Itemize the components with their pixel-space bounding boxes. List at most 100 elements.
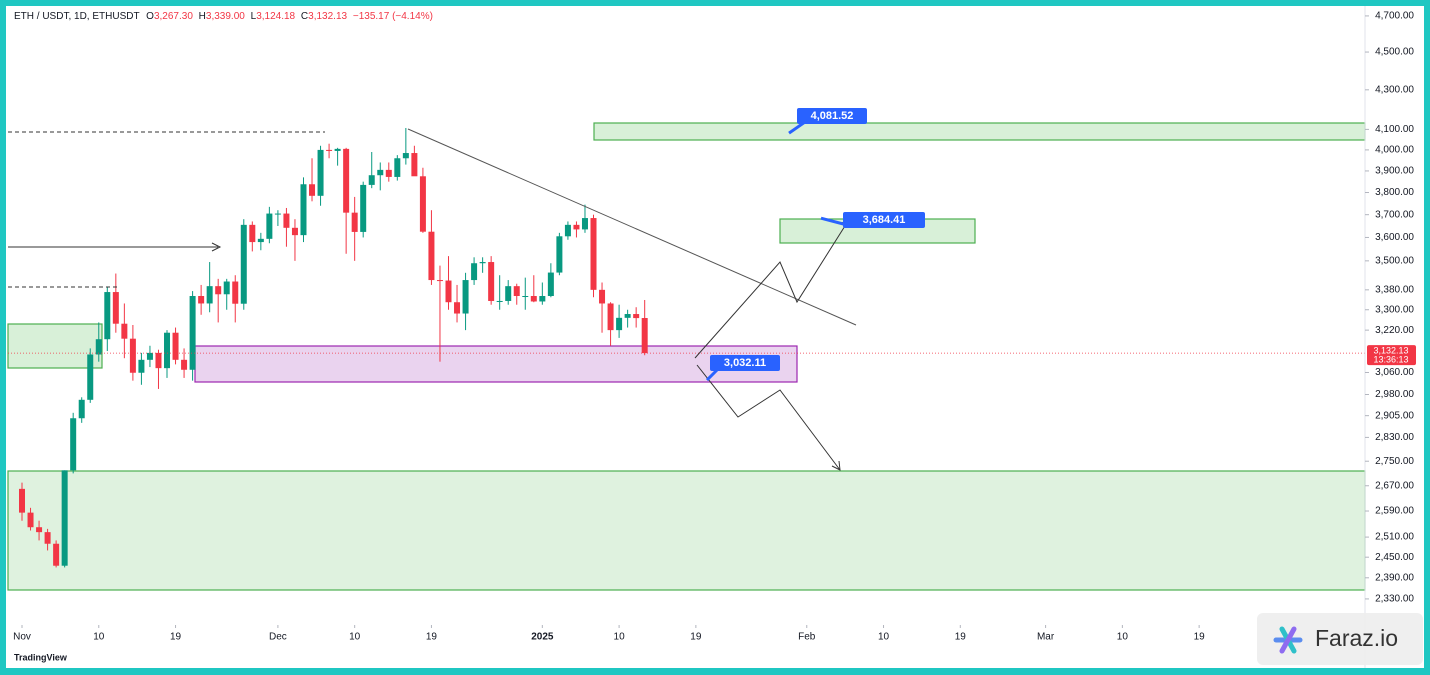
candle-body [44, 532, 51, 544]
candle-body [326, 149, 333, 151]
candle-body [95, 339, 102, 355]
candle-body [78, 399, 85, 419]
watermark-box: Faraz.io [1257, 613, 1423, 665]
y-tick-label: 2,750.00 [1375, 456, 1414, 467]
candle-body [138, 359, 145, 373]
candle-body [19, 488, 25, 513]
candle-body [249, 224, 256, 243]
candle-body [87, 354, 94, 400]
symbol: ETH / USDT, 1D, ETHUSDT [14, 11, 139, 22]
candle-body [334, 148, 341, 151]
candle-body [300, 184, 307, 236]
arrow-head [211, 242, 222, 252]
candle-body [496, 300, 503, 302]
candle-body [522, 296, 529, 298]
y-tick-label: 3,700.00 [1375, 209, 1414, 220]
candle-body [360, 184, 367, 232]
x-tick-label: 19 [690, 632, 702, 643]
candle-body [513, 286, 520, 297]
candle-body [61, 470, 68, 566]
candle-body [104, 292, 111, 340]
candle-body [445, 280, 452, 303]
candle-body [223, 281, 230, 295]
y-tick-label: 4,700.00 [1375, 11, 1414, 22]
price-callout: 3,684.41 [820, 212, 925, 228]
candle-body [309, 184, 316, 196]
candle-body [317, 149, 324, 196]
candle-body [283, 213, 290, 228]
x-tick-label: 10 [1117, 632, 1129, 643]
candle-body [581, 218, 588, 230]
candle-body [547, 272, 554, 297]
y-tick-label: 2,590.00 [1375, 506, 1414, 517]
price-axis: 4,700.00 4,500.00 4,300.00 4,100.00 4,000.00… [13, 6, 1416, 668]
y-tick-label: 4,000.00 [1375, 145, 1414, 156]
y-tick-label: 2,670.00 [1375, 480, 1414, 491]
bull-path [694, 217, 851, 359]
y-tick-label: 3,380.00 [1375, 284, 1414, 295]
last-price-label: 3,132.13 [1373, 345, 1408, 355]
candle-body [112, 292, 119, 324]
candle-body [343, 148, 350, 213]
y-tick-label: 2,390.00 [1375, 572, 1414, 583]
price-callout: 4,081.52 [788, 108, 867, 135]
candle-body [419, 176, 426, 232]
y-tick-label: 3,900.00 [1375, 166, 1414, 177]
change: −135.17 (−4.14%) [353, 11, 433, 22]
candle-body [394, 158, 401, 177]
candle-body [530, 296, 537, 302]
candle-body [155, 352, 162, 369]
candle-body [181, 359, 188, 370]
y-tick-label: 3,600.00 [1375, 232, 1414, 243]
candle-body [402, 153, 409, 159]
zones [7, 122, 1366, 591]
y-tick-label: 4,300.00 [1375, 84, 1414, 95]
candle-body [479, 262, 486, 264]
candle-body [266, 213, 273, 239]
candle-body [590, 218, 597, 290]
ohlc-key: H [199, 11, 206, 22]
candle-body [462, 280, 469, 314]
x-tick-label: Feb [798, 632, 816, 643]
candle-body [240, 224, 247, 304]
x-tick-label: Mar [1037, 632, 1055, 643]
y-tick-label: 2,330.00 [1375, 594, 1414, 605]
candle-body [616, 317, 623, 331]
y-tick-label: 3,220.00 [1375, 325, 1414, 336]
candle-body [274, 213, 281, 215]
price-callout: 3,032.11 [705, 355, 780, 382]
candle-body [53, 543, 60, 566]
candle-body [385, 169, 392, 177]
countdown: 13:36:13 [1373, 354, 1408, 364]
candle-body [351, 212, 358, 232]
x-tick-label: 10 [614, 632, 626, 643]
candle-body [172, 332, 179, 360]
candle-body [232, 281, 239, 304]
y-tick-label: 4,100.00 [1375, 124, 1414, 135]
x-tick-label: Nov [13, 632, 31, 643]
ohlc-value: 3,132.13 [308, 11, 347, 22]
x-tick-label: 19 [170, 632, 182, 643]
candle-body [641, 318, 648, 354]
y-tick-label: 3,500.00 [1375, 255, 1414, 266]
y-tick-label: 2,905.00 [1375, 410, 1414, 421]
candle-body [411, 153, 418, 177]
x-tick-label: 19 [955, 632, 967, 643]
y-tick-label: 3,800.00 [1375, 187, 1414, 198]
y-tick-label: 2,980.00 [1375, 389, 1414, 400]
candle-body [471, 263, 478, 281]
callout-label: 4,081.52 [811, 110, 854, 122]
candle-body [164, 332, 171, 369]
callout-box [710, 355, 780, 371]
y-tick-label: 2,510.00 [1375, 532, 1414, 543]
candle-body [70, 418, 77, 471]
y-tick-label: 2,450.00 [1375, 552, 1414, 563]
candle-body [368, 175, 375, 185]
x-tick-label: 10 [878, 632, 890, 643]
callout-box [797, 108, 867, 124]
candle-body [146, 352, 153, 360]
candle-body [215, 286, 222, 295]
